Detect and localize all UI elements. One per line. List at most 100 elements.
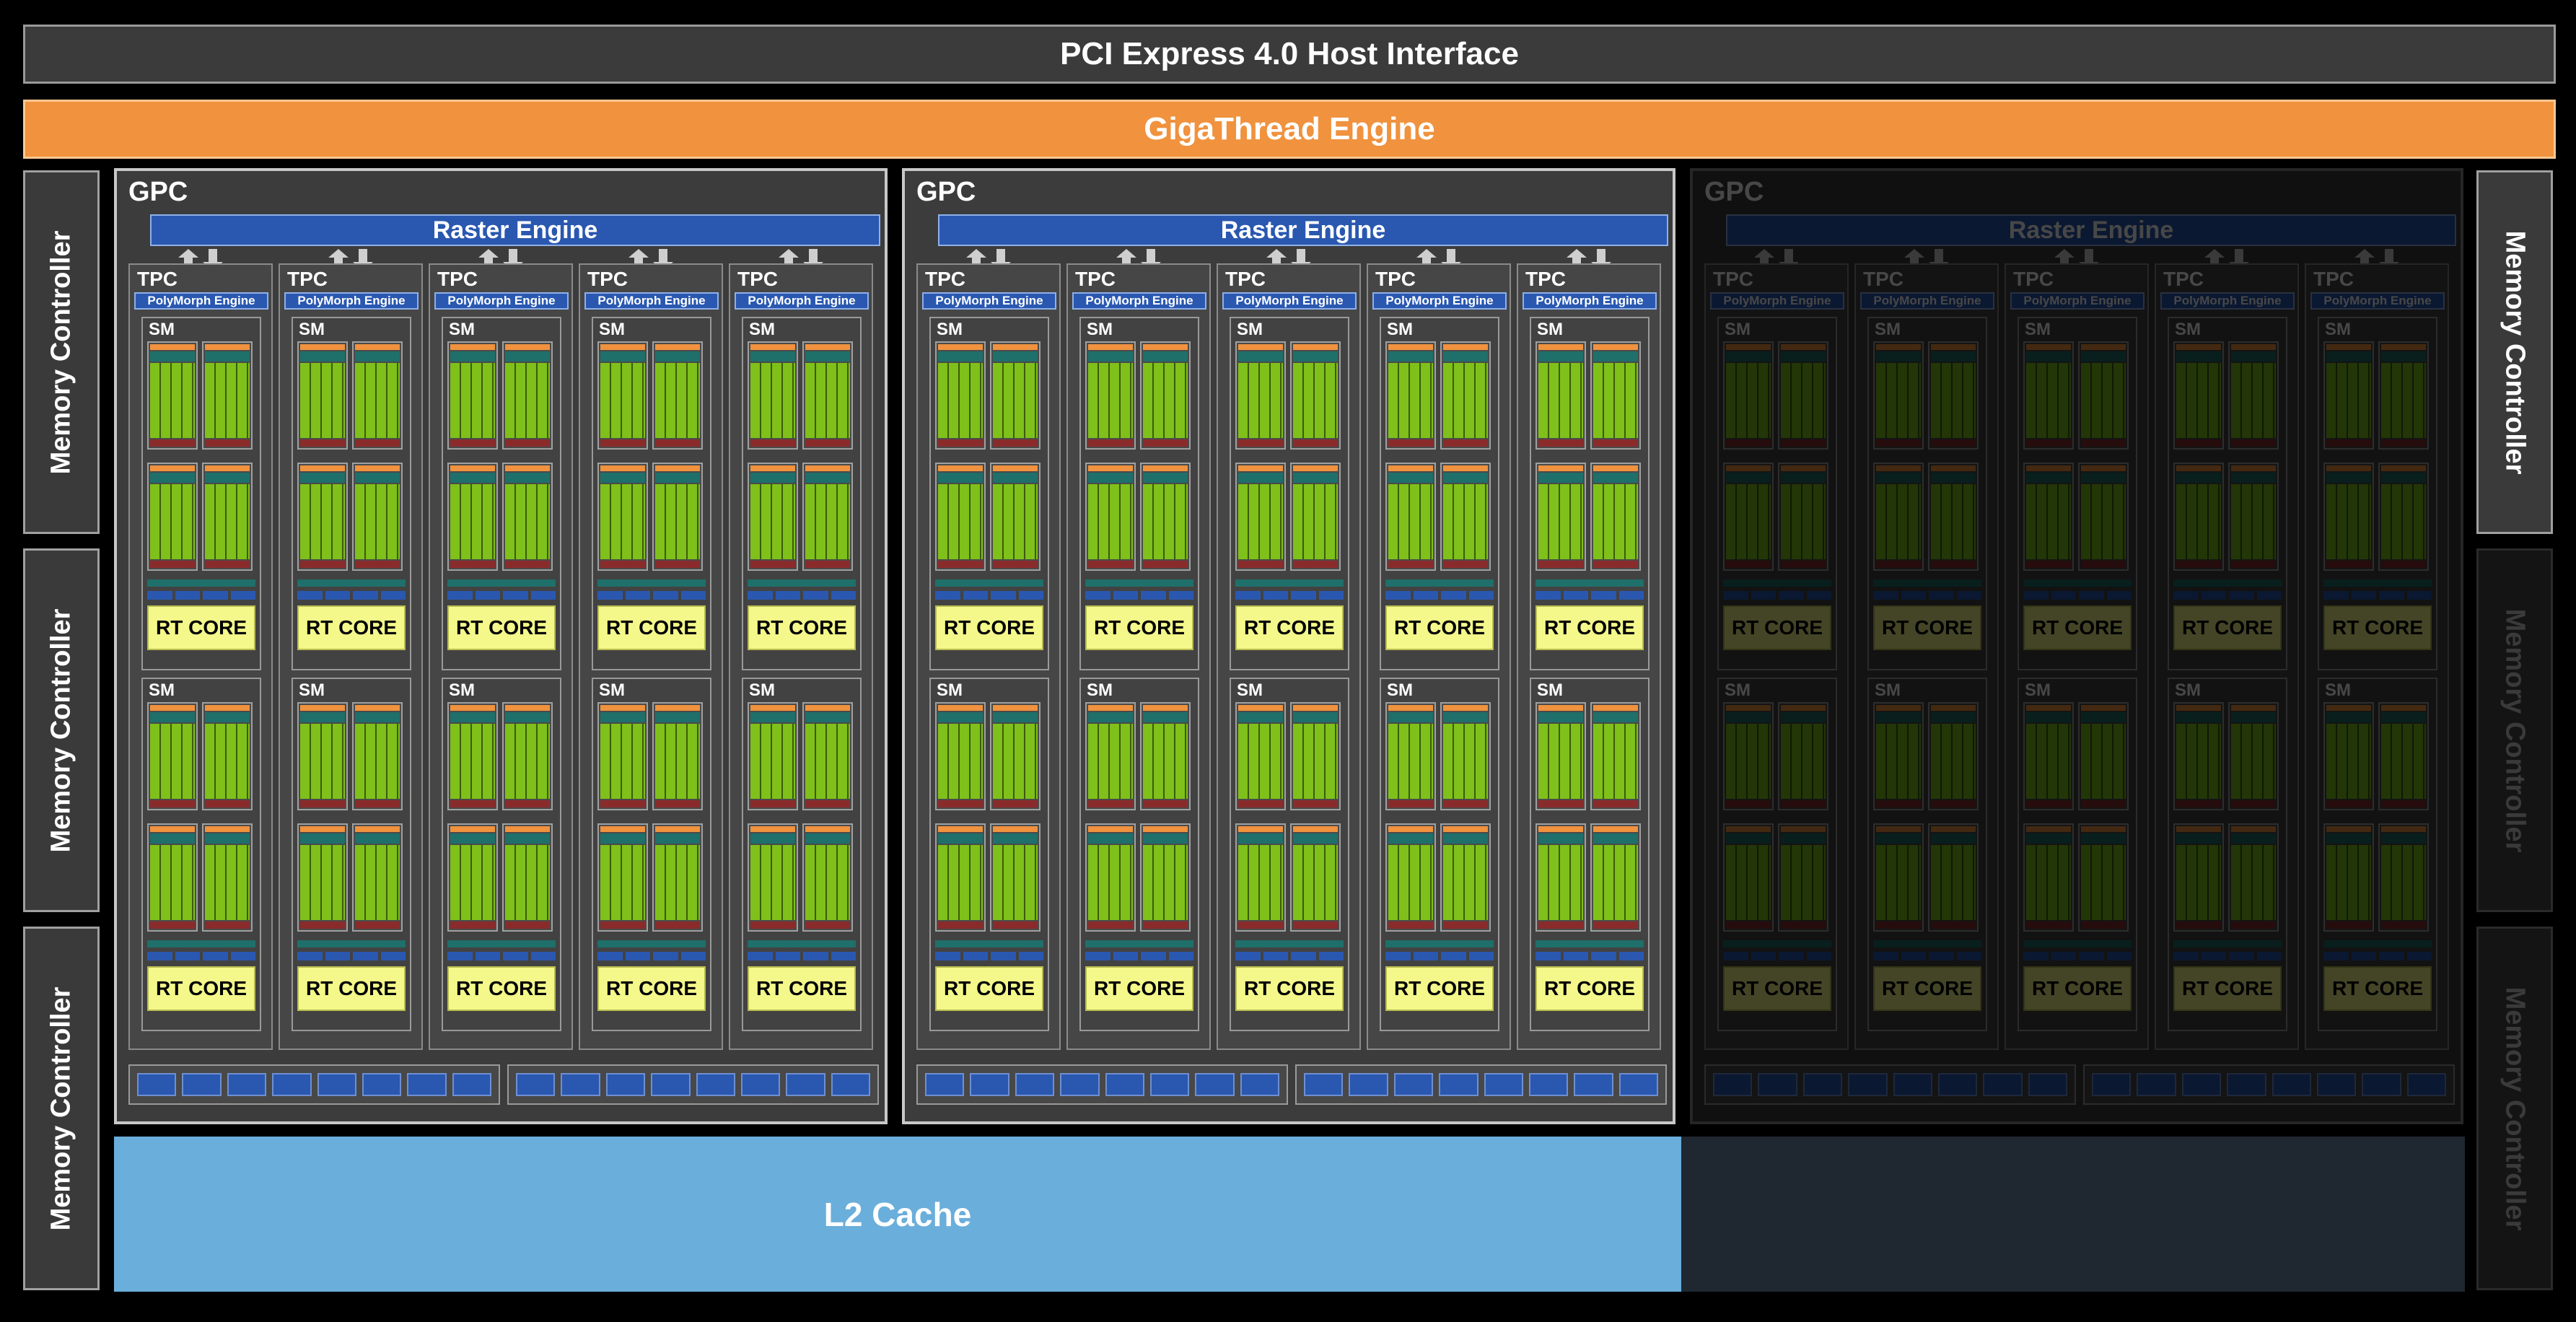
sm-processing-block xyxy=(297,823,348,932)
rop-unit xyxy=(1484,1073,1523,1096)
l0-cache xyxy=(2326,344,2371,350)
tex-unit xyxy=(1806,952,1831,960)
warp-scheduler xyxy=(2026,833,2071,844)
warp-scheduler xyxy=(938,833,983,844)
tex-unit xyxy=(1535,952,1561,960)
l0-cache xyxy=(1443,705,1488,711)
warp-scheduler xyxy=(450,833,495,844)
bidirectional-arrow-icon xyxy=(2204,249,2249,271)
warp-scheduler xyxy=(2081,351,2126,362)
cuda-cores xyxy=(300,363,345,438)
cuda-cores xyxy=(205,484,250,559)
sfu xyxy=(938,561,983,568)
sm-processing-block xyxy=(1385,702,1436,810)
warp-scheduler xyxy=(1143,351,1188,362)
sm-processing-block xyxy=(2078,341,2129,450)
pcie-label: PCI Express 4.0 Host Interface xyxy=(1060,36,1519,71)
tex-unit xyxy=(1563,952,1588,960)
cuda-cores xyxy=(1931,363,1976,438)
tex-unit xyxy=(935,952,960,960)
tex-unit xyxy=(325,952,350,960)
sm-processing-block xyxy=(202,463,253,571)
sm: SM RT CORE xyxy=(2318,317,2437,670)
sm-processing-block xyxy=(1440,341,1491,450)
sfu xyxy=(355,439,400,447)
sfu xyxy=(1088,922,1133,929)
sm-processing-block xyxy=(1290,463,1341,571)
sm-processing-block xyxy=(1535,823,1586,932)
sfu xyxy=(1088,561,1133,568)
warp-scheduler xyxy=(2026,712,2071,722)
sm-label: SM xyxy=(1087,680,1113,700)
sm-processing-block xyxy=(447,341,498,450)
tex-unit xyxy=(1751,591,1776,600)
cuda-cores xyxy=(2026,363,2071,438)
sfu xyxy=(1931,922,1976,929)
sfu xyxy=(1781,922,1826,929)
polymorph-engine-label: PolyMorph Engine xyxy=(447,294,556,307)
sfu xyxy=(1726,439,1771,447)
rop-unit xyxy=(516,1073,556,1096)
tex-unit xyxy=(325,591,350,600)
rt-core: RT CORE xyxy=(935,966,1043,1011)
rt-core-label: RT CORE xyxy=(1882,616,1973,639)
l0-cache xyxy=(993,465,1038,471)
sm-processing-block xyxy=(1385,823,1436,932)
sm-processing-block xyxy=(502,463,553,571)
sm: SM RT CORE xyxy=(592,678,711,1031)
cuda-cores xyxy=(1931,724,1976,799)
cuda-cores xyxy=(600,845,645,920)
memory-controller-right-1: Memory Controller xyxy=(2476,170,2553,534)
warp-scheduler xyxy=(938,712,983,722)
l0-cache xyxy=(2176,344,2221,350)
sm: SM RT CORE xyxy=(929,317,1049,670)
l0-cache xyxy=(505,344,550,350)
tpc-label: TPC xyxy=(737,268,778,290)
texture-units xyxy=(935,591,1043,600)
sm-processing-block xyxy=(652,463,703,571)
l1-shared-memory xyxy=(447,940,556,947)
sm-processing-block xyxy=(1085,823,1136,932)
cuda-cores xyxy=(600,363,645,438)
cuda-cores xyxy=(150,724,195,799)
sfu xyxy=(1443,561,1488,568)
warp-scheduler xyxy=(450,351,495,362)
sm-processing-block xyxy=(1535,702,1586,810)
warp-scheduler xyxy=(655,712,700,722)
sm: SM RT CORE xyxy=(2018,678,2137,1031)
tex-unit xyxy=(1318,591,1344,600)
sm-processing-block xyxy=(1928,823,1979,932)
warp-scheduler xyxy=(655,473,700,483)
warp-scheduler xyxy=(1781,833,1826,844)
warp-scheduler xyxy=(1088,712,1133,722)
l0-cache xyxy=(2081,465,2126,471)
cuda-cores xyxy=(505,845,550,920)
polymorph-engine-label: PolyMorph Engine xyxy=(1535,294,1644,307)
sm-processing-block xyxy=(2228,341,2279,450)
sm-processing-block xyxy=(2078,463,2129,571)
sm-label: SM xyxy=(299,680,325,700)
cuda-cores xyxy=(750,363,795,438)
texture-units xyxy=(1873,952,1981,960)
warp-scheduler xyxy=(2326,351,2371,362)
tex-unit xyxy=(2406,952,2432,960)
l1-shared-memory xyxy=(597,579,706,587)
rt-core-label: RT CORE xyxy=(2032,977,2123,999)
memory-controller-right-3: Memory Controller xyxy=(2476,927,2553,1290)
sm-processing-block xyxy=(597,341,648,450)
l0-cache xyxy=(1781,465,1826,471)
sm-processing-block xyxy=(1235,463,1286,571)
sm-label: SM xyxy=(1387,680,1413,700)
cuda-cores xyxy=(938,484,983,559)
tex-unit xyxy=(1168,591,1193,600)
warp-scheduler xyxy=(2081,833,2126,844)
sm-processing-block xyxy=(1440,463,1491,571)
sm: SM RT CORE xyxy=(442,317,561,670)
warp-scheduler xyxy=(2326,833,2371,844)
sm-processing-block xyxy=(1590,463,1641,571)
sm-processing-block xyxy=(2323,823,2374,932)
sm-label: SM xyxy=(1725,320,1751,339)
sm: SM RT CORE xyxy=(141,317,261,670)
tex-unit xyxy=(475,591,500,600)
texture-units xyxy=(2173,952,2282,960)
